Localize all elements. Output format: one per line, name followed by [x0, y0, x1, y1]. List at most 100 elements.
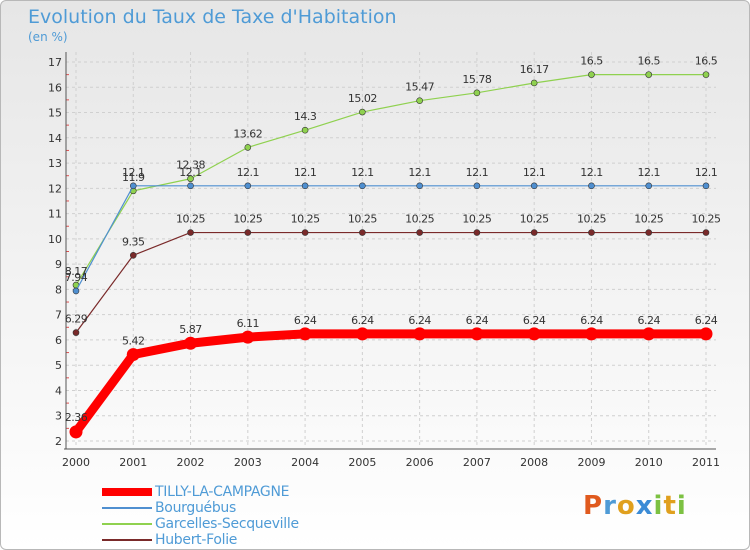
data-label: 6.24 — [637, 314, 660, 327]
y-tick-label: 11 — [48, 208, 62, 221]
data-label: 16.5 — [637, 55, 660, 68]
data-label: 12.1 — [466, 166, 489, 179]
data-label: 11.9 — [122, 171, 145, 184]
data-point — [702, 182, 710, 190]
data-point — [473, 89, 481, 97]
data-point — [588, 71, 595, 78]
legend-label-bourguebus: Bourguébus — [155, 500, 236, 516]
logo-letter: i — [653, 491, 664, 521]
data-point — [359, 229, 366, 236]
x-tick-label: 2011 — [692, 456, 720, 469]
data-label: 12.1 — [179, 166, 202, 179]
axes: 2 3 4 5 6 7 8 9 10 11 12 13 14 15 16 17 2000 2001 2002 2003… — [48, 52, 720, 469]
data-point — [359, 182, 366, 190]
data-point — [473, 229, 481, 236]
x-tick-label: 2003 — [234, 456, 262, 469]
legend-label-hubert: Hubert-Folie — [155, 532, 238, 548]
data-point — [642, 327, 656, 341]
grid — [66, 52, 716, 445]
data-label: 12.1 — [523, 166, 546, 179]
data-point — [530, 229, 538, 236]
series-line-0 — [71, 329, 711, 437]
series — [69, 71, 713, 439]
data-label: 12.38 — [176, 159, 205, 172]
data-label: 10.25 — [692, 213, 721, 226]
legend-swatch-bourguebus — [102, 507, 152, 509]
series-line-1 — [75, 185, 707, 292]
data-label: 8.17 — [65, 265, 88, 278]
data-point — [301, 182, 309, 190]
legend-label-garcelles: Garcelles-Secqueville — [155, 516, 299, 532]
data-point — [588, 182, 595, 190]
data-point — [184, 336, 198, 350]
data-label: 6.24 — [351, 314, 374, 327]
data-label: 5.42 — [122, 335, 145, 348]
data-label: 6.24 — [466, 314, 489, 327]
data-point — [702, 229, 710, 236]
data-point — [588, 229, 595, 236]
data-point — [530, 79, 538, 87]
data-point — [416, 229, 423, 236]
series-line-3 — [75, 231, 707, 334]
data-label: 16.5 — [695, 55, 718, 68]
data-label: 7.94 — [65, 271, 88, 284]
data-point — [301, 126, 309, 134]
data-point — [645, 229, 653, 236]
data-point — [244, 182, 252, 190]
data-label: 10.25 — [233, 213, 262, 226]
x-tick-label: 2005 — [348, 456, 376, 469]
data-label: 12.1 — [351, 166, 374, 179]
x-tick-label: 2001 — [119, 456, 147, 469]
x-tick-label: 2009 — [577, 456, 605, 469]
data-point — [584, 327, 598, 341]
data-point — [72, 329, 80, 336]
data-labels: 2.36 5.42 5.87 6.11 6.24 6.24 6.24 6.24 6.24 6.24… — [65, 55, 722, 424]
data-label: 5.87 — [179, 323, 202, 336]
data-label: 15.47 — [405, 81, 434, 94]
data-point — [645, 71, 653, 78]
data-label: 10.25 — [348, 213, 377, 226]
data-point — [527, 327, 541, 341]
data-point — [187, 182, 194, 190]
data-label: 10.25 — [176, 213, 205, 226]
data-label: 16.5 — [580, 55, 603, 68]
data-point — [244, 144, 252, 151]
data-label: 12.1 — [637, 166, 660, 179]
data-point — [298, 327, 312, 341]
y-tick-label: 14 — [48, 132, 62, 145]
data-label: 12.1 — [294, 166, 317, 179]
data-point — [187, 229, 194, 236]
data-label: 6.24 — [523, 314, 546, 327]
data-point — [645, 182, 653, 190]
data-label: 12.1 — [408, 166, 431, 179]
data-label: 10.25 — [520, 213, 549, 226]
data-label: 10.25 — [405, 213, 434, 226]
y-tick-label: 16 — [48, 81, 62, 94]
data-label: 12.1 — [580, 166, 603, 179]
data-label: 14.3 — [294, 110, 317, 123]
y-tick-label: 13 — [48, 157, 62, 170]
data-point — [126, 348, 140, 362]
logo-letter: o — [616, 491, 636, 521]
y-tick-label: 7 — [55, 309, 62, 322]
x-tick-label: 2002 — [177, 456, 205, 469]
x-tick-label: 2004 — [291, 456, 319, 469]
data-label: 10.25 — [634, 213, 663, 226]
y-tick-label: 17 — [48, 56, 62, 69]
data-point — [129, 182, 137, 190]
y-tick-label: 2 — [55, 435, 62, 448]
data-point — [244, 229, 252, 236]
data-label: 10.25 — [291, 213, 320, 226]
data-label: 6.24 — [408, 314, 431, 327]
chart-subtitle: (en %) — [28, 30, 68, 44]
chart-title: Evolution du Taux de Taxe d'Habitation — [28, 6, 397, 28]
data-point — [355, 327, 369, 341]
data-label: 10.25 — [577, 213, 606, 226]
data-point — [129, 251, 137, 259]
x-tick-label: 2007 — [463, 456, 491, 469]
data-point — [473, 182, 481, 190]
data-point — [301, 229, 309, 236]
x-tick-label: 2010 — [635, 456, 663, 469]
legend-label-tilly: TILLY-LA-CAMPAGNE — [155, 484, 290, 500]
